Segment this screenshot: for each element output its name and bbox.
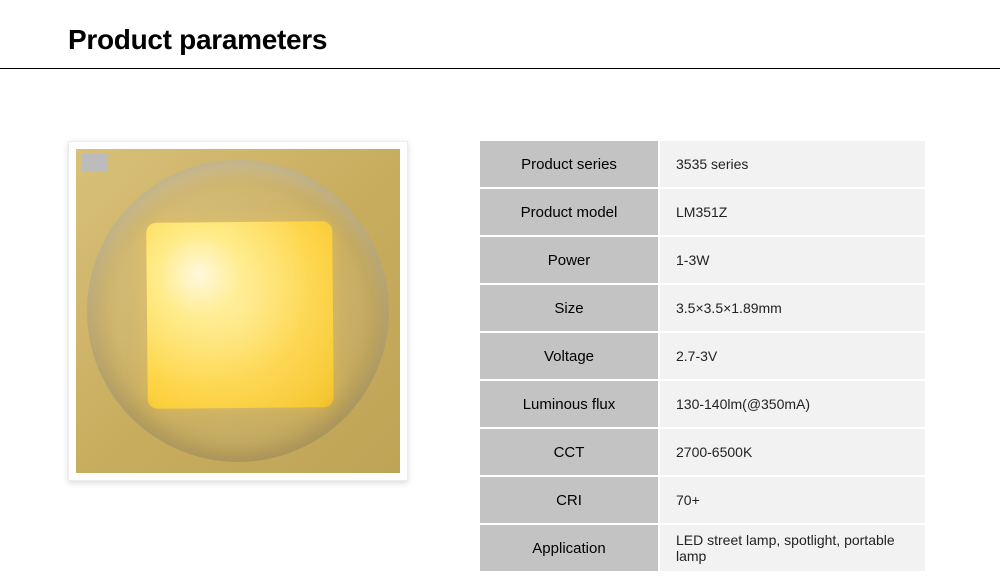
spec-label: CCT [480, 429, 658, 475]
spec-value: 130-140lm(@350mA) [660, 381, 925, 427]
spec-row: CRI 70+ [480, 477, 925, 523]
spec-row: Product series 3535 series [480, 141, 925, 187]
product-image [68, 141, 408, 481]
spec-table: Product series 3535 series Product model… [480, 141, 925, 571]
spec-value: 2.7-3V [660, 333, 925, 379]
led-lens [87, 160, 389, 462]
spec-label: Product model [480, 189, 658, 235]
spec-row: Voltage 2.7-3V [480, 333, 925, 379]
spec-label: Power [480, 237, 658, 283]
content-area: Product series 3535 series Product model… [0, 69, 1000, 573]
spec-row: Application LED street lamp, spotlight, … [480, 525, 925, 571]
spec-table-column: Product series 3535 series Product model… [480, 141, 1000, 573]
spec-value: 3535 series [660, 141, 925, 187]
spec-label: Size [480, 285, 658, 331]
spec-label: Voltage [480, 333, 658, 379]
led-cathode-notch [81, 154, 107, 172]
spec-value: LED street lamp, spotlight, portable lam… [660, 525, 925, 571]
spec-row: Luminous flux 130-140lm(@350mA) [480, 381, 925, 427]
product-image-column [0, 141, 480, 573]
spec-label: CRI [480, 477, 658, 523]
spec-row: Size 3.5×3.5×1.89mm [480, 285, 925, 331]
spec-row: Power 1-3W [480, 237, 925, 283]
spec-label: Application [480, 525, 658, 571]
spec-label: Product series [480, 141, 658, 187]
spec-value: 3.5×3.5×1.89mm [660, 285, 925, 331]
spec-value: 2700-6500K [660, 429, 925, 475]
spec-value: LM351Z [660, 189, 925, 235]
spec-row: Product model LM351Z [480, 189, 925, 235]
spec-label: Luminous flux [480, 381, 658, 427]
spec-row: CCT 2700-6500K [480, 429, 925, 475]
page-title: Product parameters [68, 24, 1000, 56]
spec-value: 70+ [660, 477, 925, 523]
spec-value: 1-3W [660, 237, 925, 283]
